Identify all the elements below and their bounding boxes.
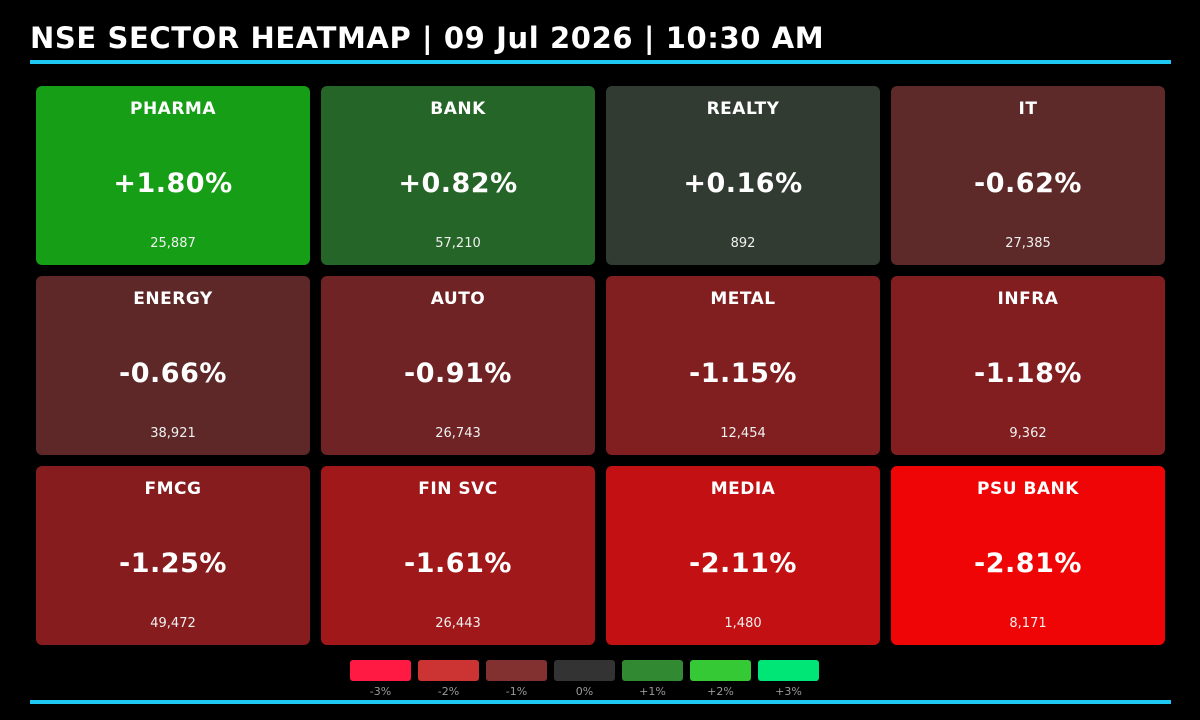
sector-index-value: 26,443: [435, 616, 481, 631]
sector-tile[interactable]: FMCG -1.25% 49,472: [36, 466, 310, 645]
legend-item: +1%: [622, 660, 683, 699]
sector-name: MEDIA: [710, 479, 776, 499]
legend-label: +2%: [707, 685, 734, 698]
sector-index-value: 9,362: [1009, 426, 1047, 441]
sector-heatmap-grid: PHARMA +1.80% 25,887 BANK +0.82% 57,210 REALTY…: [36, 86, 1165, 645]
sector-change-percent: -2.11%: [689, 548, 797, 579]
sector-tile[interactable]: AUTO -0.91% 26,743: [321, 276, 595, 455]
sector-tile[interactable]: METAL -1.15% 12,454: [606, 276, 880, 455]
sector-index-value: 57,210: [435, 236, 481, 251]
legend-label: +3%: [775, 685, 802, 698]
legend-swatch: [486, 660, 547, 681]
footer-divider: [30, 700, 1171, 704]
legend-item: +2%: [690, 660, 751, 699]
legend-swatch: [758, 660, 819, 681]
sector-name: PHARMA: [129, 99, 216, 119]
sector-index-value: 892: [730, 236, 756, 251]
legend-item: -1%: [486, 660, 547, 699]
legend-item: -2%: [418, 660, 479, 699]
legend-label: -3%: [369, 685, 392, 698]
sector-name: IT: [1018, 99, 1038, 119]
sector-change-percent: -1.61%: [404, 548, 512, 579]
legend-label: -2%: [437, 685, 460, 698]
sector-change-percent: -2.81%: [974, 548, 1082, 579]
legend-label: -1%: [505, 685, 528, 698]
legend-label: +1%: [639, 685, 666, 698]
sector-name: BANK: [430, 99, 486, 119]
sector-change-percent: -1.18%: [974, 358, 1082, 389]
sector-tile[interactable]: PSU BANK -2.81% 8,171: [891, 466, 1165, 645]
sector-tile[interactable]: REALTY +0.16% 892: [606, 86, 880, 265]
sector-change-percent: -0.91%: [404, 358, 512, 389]
legend-item: 0%: [554, 660, 615, 699]
page-title: NSE SECTOR HEATMAP | 09 Jul 2026 | 10:30…: [30, 21, 825, 55]
sector-tile[interactable]: FIN SVC -1.61% 26,443: [321, 466, 595, 645]
sector-name: PSU BANK: [977, 479, 1079, 499]
sector-index-value: 27,385: [1005, 236, 1051, 251]
sector-index-value: 1,480: [724, 616, 762, 631]
sector-tile[interactable]: PHARMA +1.80% 25,887: [36, 86, 310, 265]
sector-index-value: 25,887: [150, 236, 196, 251]
sector-change-percent: -0.66%: [119, 358, 227, 389]
sector-tile[interactable]: ENERGY -0.66% 38,921: [36, 276, 310, 455]
sector-tile[interactable]: MEDIA -2.11% 1,480: [606, 466, 880, 645]
legend-swatch: [622, 660, 683, 681]
color-scale-legend: -3% -2% -1% 0% +1% +2% +3%: [350, 660, 819, 699]
legend-item: +3%: [758, 660, 819, 699]
sector-index-value: 8,171: [1009, 616, 1047, 631]
sector-tile[interactable]: BANK +0.82% 57,210: [321, 86, 595, 265]
sector-change-percent: +1.80%: [113, 168, 233, 199]
sector-name: FIN SVC: [418, 479, 498, 499]
sector-change-percent: -1.25%: [119, 548, 227, 579]
sector-name: AUTO: [430, 289, 486, 309]
sector-change-percent: -1.15%: [689, 358, 797, 389]
sector-change-percent: +0.16%: [683, 168, 803, 199]
sector-change-percent: +0.82%: [398, 168, 518, 199]
legend-swatch: [554, 660, 615, 681]
legend-label: 0%: [575, 685, 594, 698]
sector-index-value: 49,472: [150, 616, 196, 631]
sector-index-value: 12,454: [720, 426, 766, 441]
sector-name: REALTY: [706, 99, 780, 119]
sector-index-value: 26,743: [435, 426, 481, 441]
sector-change-percent: -0.62%: [974, 168, 1082, 199]
sector-tile[interactable]: IT -0.62% 27,385: [891, 86, 1165, 265]
legend-swatch: [690, 660, 751, 681]
legend-swatch: [350, 660, 411, 681]
sector-name: ENERGY: [133, 289, 213, 309]
sector-name: METAL: [710, 289, 776, 309]
legend-swatch: [418, 660, 479, 681]
sector-index-value: 38,921: [150, 426, 196, 441]
sector-name: INFRA: [997, 289, 1059, 309]
sector-tile[interactable]: INFRA -1.18% 9,362: [891, 276, 1165, 455]
sector-name: FMCG: [144, 479, 202, 499]
legend-item: -3%: [350, 660, 411, 699]
header-divider: [30, 60, 1171, 64]
